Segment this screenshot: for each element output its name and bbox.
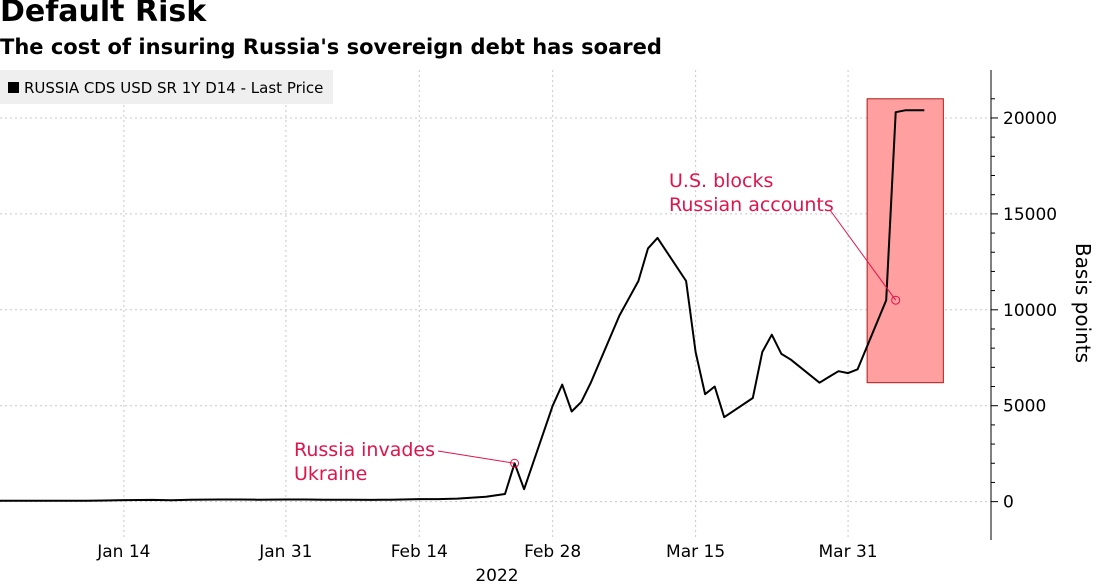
annotation-text: Russia invades <box>294 439 435 461</box>
x-tick-label: Jan 14 <box>96 542 150 562</box>
annotation-leader <box>437 450 515 464</box>
y-tick-label: 20000 <box>1003 109 1057 129</box>
vertical-gridlines <box>123 70 849 540</box>
annotation-marker <box>510 458 520 468</box>
y-tick-label: 5000 <box>1003 397 1046 417</box>
series-line <box>0 109 925 502</box>
highlight-layer <box>866 98 944 384</box>
annotation-marker <box>891 295 901 305</box>
legend-label: RUSSIA CDS USD SR 1Y D14 - Last Price <box>24 79 323 97</box>
y-axis-label: Basis points <box>1071 243 1095 363</box>
annotation-leader <box>829 209 897 301</box>
chart-subtitle: The cost of insuring Russia's sovereign … <box>0 35 662 59</box>
horizontal-gridlines <box>0 117 991 503</box>
x-tick-label: Feb 14 <box>391 542 448 562</box>
x-tick-label: Mar 31 <box>819 542 878 562</box>
x-tick-label: Jan 31 <box>258 542 312 562</box>
x-tick-label: Mar 15 <box>666 542 725 562</box>
annotation-text: U.S. blocks <box>669 170 773 192</box>
x-axis-year-label: 2022 <box>475 566 518 586</box>
y-tick-label: 0 <box>1003 493 1014 513</box>
annotation-text: Ukraine <box>294 463 367 485</box>
annotation-text: Russian accounts <box>669 194 834 216</box>
y-tick-label: 10000 <box>1003 301 1057 321</box>
y-tick-label: 15000 <box>1003 205 1057 225</box>
axis-layer: Jan 14 Jan 31 Feb 14 Feb 28 Mar 15 Mar 31 0 500… <box>96 70 1057 562</box>
series-layer <box>0 109 925 502</box>
legend-swatch <box>8 82 19 93</box>
chart-title: Default Risk <box>0 0 207 29</box>
legend-box <box>0 70 333 104</box>
x-tick-label: Feb 28 <box>524 542 581 562</box>
highlight-box <box>866 98 944 384</box>
